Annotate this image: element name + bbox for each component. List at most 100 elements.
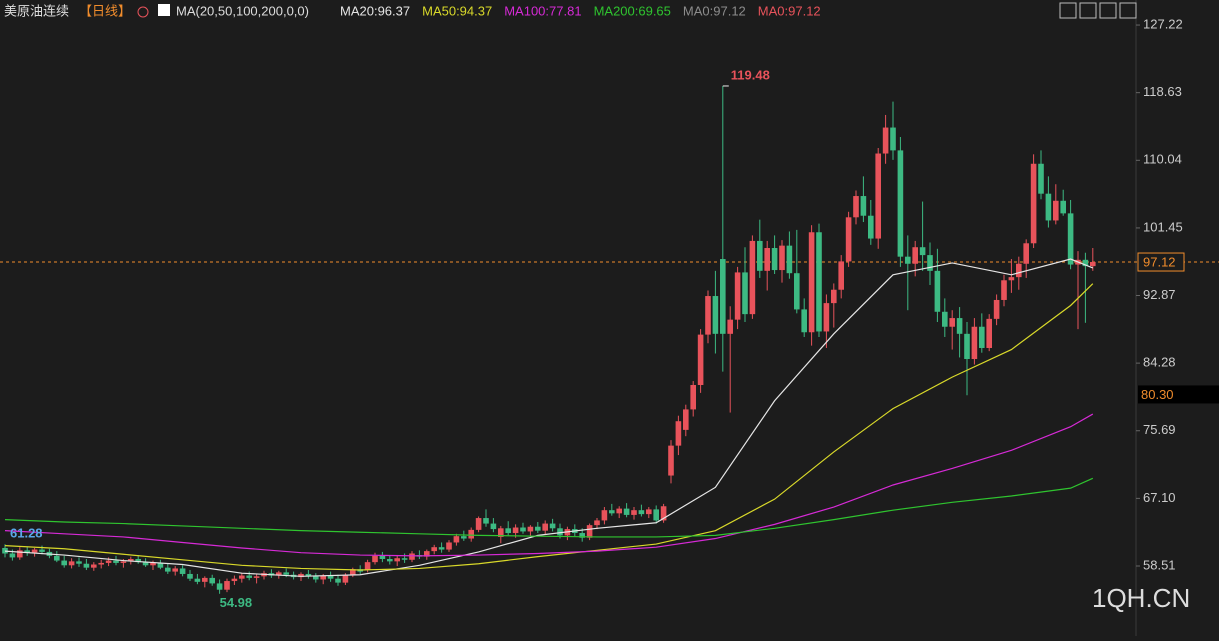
title: 美原油连续 — [4, 3, 69, 18]
candle-body — [475, 518, 482, 530]
candle-body — [54, 555, 60, 561]
candle-body — [453, 536, 460, 543]
candle-body — [586, 525, 593, 538]
candle-body — [39, 549, 45, 552]
candle-body — [934, 270, 941, 312]
candle-body — [105, 560, 112, 563]
candle-body — [253, 576, 260, 578]
candle-body — [113, 560, 119, 563]
candle-body — [549, 523, 556, 529]
candle-body — [179, 568, 186, 574]
candle-body — [542, 523, 548, 531]
candle-body — [1090, 262, 1096, 267]
tool-button[interactable] — [1079, 2, 1097, 19]
indicator-icon — [158, 4, 170, 16]
marker-box — [1138, 385, 1219, 404]
candle-body — [535, 526, 541, 531]
candle-body — [764, 248, 770, 271]
candle-body — [520, 527, 526, 532]
y-tick-label: 118.63 — [1143, 84, 1182, 99]
ma-line — [4, 413, 1094, 557]
candle-body — [91, 564, 97, 568]
y-tick-label: 92.87 — [1143, 287, 1176, 302]
candle-body — [165, 567, 171, 572]
tool-button[interactable] — [1099, 2, 1117, 19]
candle-body — [239, 575, 245, 579]
candle-body — [490, 523, 497, 530]
candle-body — [276, 572, 282, 576]
settings-icon[interactable] — [137, 6, 149, 18]
candle-body — [845, 217, 852, 262]
candle-body — [816, 232, 822, 332]
candle-body — [675, 421, 682, 446]
candle-body — [379, 555, 386, 559]
candle-body — [705, 296, 711, 335]
candle-body — [808, 232, 815, 333]
candle-body — [993, 299, 1000, 319]
candle-body — [1060, 200, 1066, 214]
candle-body — [986, 318, 992, 348]
candle-body — [364, 562, 371, 571]
marker-label: 80.30 — [1141, 387, 1174, 402]
candle-body — [98, 562, 104, 565]
tool-button[interactable] — [1059, 2, 1077, 19]
legend-entry: MA100:77.81 — [504, 3, 581, 18]
legend-entry: MA20:96.37 — [340, 3, 410, 18]
candle-body — [431, 547, 437, 552]
candle-body — [1001, 280, 1007, 300]
candle-body — [157, 562, 164, 568]
candle-body — [601, 510, 608, 521]
candle-body — [187, 573, 193, 579]
candle-body — [890, 127, 896, 151]
candle-body — [527, 526, 534, 532]
candle-body — [749, 240, 756, 315]
candle-body — [246, 575, 252, 578]
tool-button[interactable] — [1119, 2, 1137, 19]
candle-body — [757, 240, 763, 271]
candle-body — [1045, 193, 1052, 221]
candle-body — [786, 245, 793, 274]
candle-body — [327, 575, 334, 579]
candle-body — [461, 536, 467, 539]
y-tick-label: 75.69 — [1143, 422, 1176, 437]
candle-body — [1082, 259, 1089, 267]
min-label: 54.98 — [220, 595, 253, 610]
candle-body — [712, 296, 719, 334]
legend-entry: MA50:94.37 — [422, 3, 492, 18]
ma-line — [4, 258, 1094, 577]
watermark: 1QH.CN — [1092, 583, 1190, 613]
candle-body — [638, 510, 645, 515]
candle-body — [409, 553, 415, 560]
y-tick-label: 58.51 — [1143, 557, 1176, 572]
candle-body — [801, 309, 807, 333]
candle-body — [372, 555, 378, 563]
candle-body — [1016, 263, 1022, 278]
candle-body — [557, 528, 563, 536]
toolbar — [1059, 2, 1137, 19]
candle-body — [1053, 200, 1059, 221]
candle-body — [794, 273, 800, 310]
y-tick-label: 110.04 — [1143, 152, 1182, 167]
candle-body — [209, 577, 215, 584]
candle-body — [9, 553, 16, 558]
candle-body — [68, 561, 75, 566]
candle-body — [609, 510, 615, 514]
candle-body — [394, 558, 400, 562]
candle-body — [697, 334, 704, 386]
candle-body — [668, 445, 674, 476]
candle-body — [956, 318, 963, 334]
price-box — [1137, 252, 1185, 272]
candle-body — [660, 506, 667, 521]
candle-body — [1067, 213, 1074, 265]
candle-body — [1038, 163, 1044, 194]
price-label: 97.12 — [1143, 254, 1176, 269]
ma-line — [4, 477, 1094, 538]
y-tick-label: 127.22 — [1143, 16, 1183, 31]
candle-body — [335, 578, 341, 583]
candle-body — [838, 261, 844, 290]
candle-body — [298, 573, 304, 578]
candle-body — [483, 518, 489, 524]
candle-body — [720, 259, 726, 334]
candle-body — [616, 508, 622, 514]
candle-body — [135, 558, 141, 563]
